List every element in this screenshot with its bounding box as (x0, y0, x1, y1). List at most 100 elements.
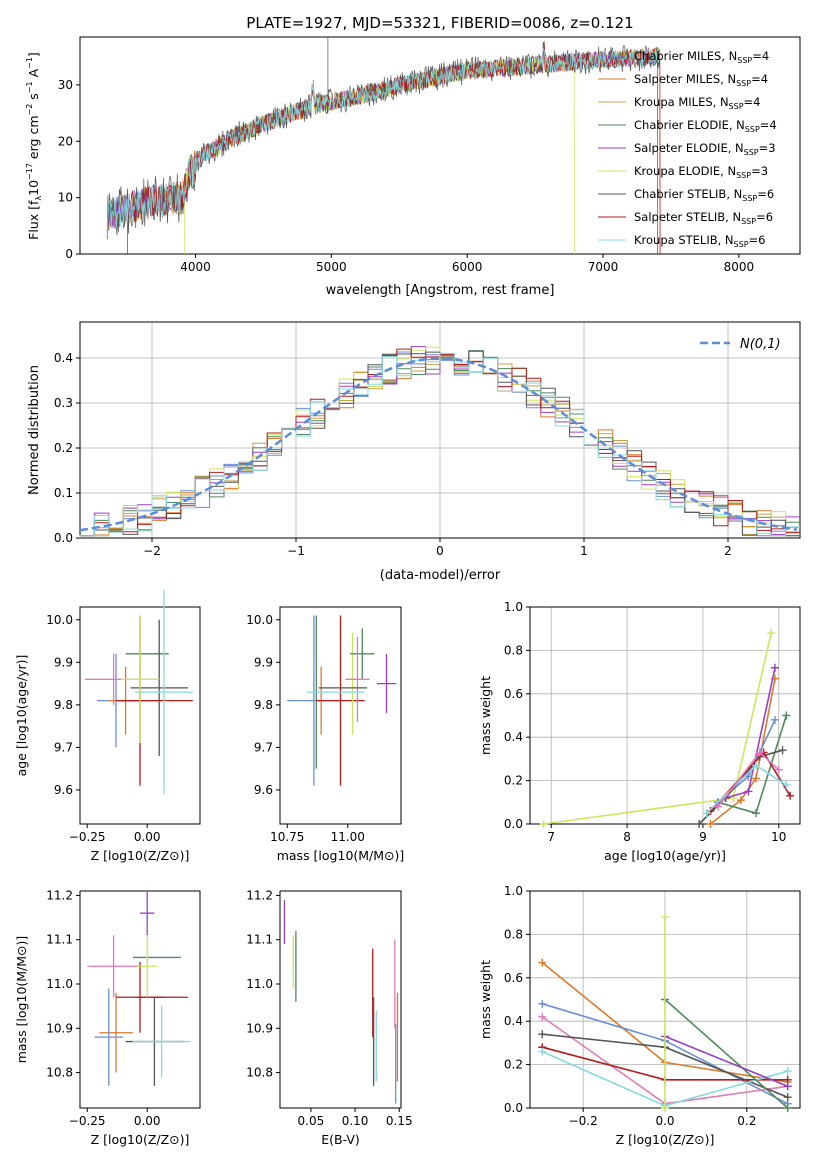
weight-marker (770, 715, 779, 724)
age-vs-Z-xlabel: Z [log10(Z/Z⊙)] (91, 848, 190, 863)
weight-marker (538, 1047, 547, 1056)
weight-marker (782, 780, 791, 789)
legend-entry: Kroupa MILES, NSSP=4 (634, 95, 760, 111)
y-tick-label: 10 (58, 191, 73, 205)
y-tick-label: 10.9 (46, 1021, 73, 1035)
errorbar-point (132, 1006, 191, 1077)
weight-marker (538, 1012, 547, 1021)
age-vs-mass-axes: 10.75 11.00 9.6 9.7 9.8 9.9 10.0 (246, 606, 402, 844)
mass-vs-Z-ylabel: mass [log10(M/M⊙)] (14, 936, 29, 1064)
x-tick-label: −0.2 (569, 1114, 598, 1128)
spectrum-line-salpeter-miles (106, 45, 661, 255)
y-tick-label: 10.9 (246, 1021, 273, 1035)
mass-vs-ebv-xlabel: E(B-V) (321, 1132, 360, 1147)
x-tick-label: 10.75 (270, 830, 304, 844)
hist-kroupa-stelib (79, 352, 800, 538)
weight-marker (702, 809, 711, 818)
y-tick-label: 20 (58, 134, 73, 148)
x-tick-label: −2 (143, 544, 161, 558)
errorbar-point (137, 935, 157, 998)
weight-marker (783, 1067, 792, 1076)
massweight-vs-Z-ylabel: mass weight (478, 960, 493, 1039)
weight-marker (783, 1104, 792, 1112)
age-vs-mass-xlabel: mass [log10(M/M⊙)] (277, 848, 405, 863)
y-tick-label: 1.0 (504, 600, 523, 614)
plot-frame (529, 606, 801, 825)
y-tick-label: 9.6 (254, 783, 273, 797)
y-tick-label: 0.6 (504, 971, 523, 985)
weight-marker (783, 1093, 792, 1102)
y-tick-label: 11.0 (46, 977, 73, 991)
x-tick-label: 7 (547, 830, 555, 844)
age-vs-Z-ylabel: age [log10(age/yr)] (14, 655, 29, 777)
y-tick-label: 9.8 (254, 698, 273, 712)
weight-marker (782, 711, 791, 720)
y-tick-label: 9.9 (254, 655, 273, 669)
y-tick-label: 0.3 (54, 396, 73, 410)
mass-vs-ebv-axes: 0.05 0.10 0.15 10.8 10.9 11.0 11.1 11.2 (246, 888, 412, 1128)
y-tick-label: 0.8 (504, 643, 523, 657)
legend-entry: Salpeter MILES, NSSP=4 (634, 72, 768, 88)
spectrum-line-chabrier-elodie (106, 41, 661, 232)
weight-marker (695, 820, 704, 828)
massweight-vs-age-axes: 7 8 9 10 0.0 0.2 0.4 0.6 0.8 1.0 (504, 600, 801, 844)
y-tick-label: 11.2 (246, 888, 273, 902)
x-tick-label: −0.25 (69, 830, 106, 844)
spectrum-line-kroupa-stelib (106, 46, 661, 231)
errorbar-point (135, 589, 193, 795)
normal-curve (79, 357, 798, 532)
y-tick-label: 0.4 (54, 351, 73, 365)
y-tick-label: 10.0 (246, 613, 273, 627)
y-tick-label: 0.0 (54, 531, 73, 545)
errorbar-point (87, 935, 140, 998)
plot-frame (79, 890, 201, 1109)
x-tick-label: 7000 (588, 260, 619, 274)
weight-line (664, 1035, 789, 1088)
x-tick-label: 1 (580, 544, 588, 558)
errorbar-point (120, 615, 160, 744)
errorbar-point (140, 891, 155, 936)
y-tick-label: 9.6 (54, 783, 73, 797)
x-tick-label: 8000 (724, 260, 755, 274)
legend-entry: Kroupa STELIB, NSSP=6 (634, 233, 765, 249)
spectrum-line-chabrier-miles (106, 42, 661, 232)
spectrum-xlabel: wavelength [Angstrom, rest frame] (326, 283, 555, 298)
x-tick-label: −1 (287, 544, 305, 558)
figure-title: PLATE=1927, MJD=53321, FIBERID=0086, z=0… (246, 14, 633, 32)
y-tick-label: 0.6 (504, 687, 523, 701)
hist-xlabel: (data-model)/error (380, 568, 501, 583)
errorbar-point (345, 636, 370, 722)
y-tick-label: 9.7 (254, 740, 273, 754)
weight-marker (744, 787, 753, 796)
y-tick-label: 9.9 (54, 655, 73, 669)
x-tick-label: 0.00 (134, 830, 161, 844)
x-tick-label: 8 (623, 830, 631, 844)
y-tick-label: 0.0 (504, 817, 523, 831)
plot-frame (279, 606, 402, 825)
legend-entry: Salpeter ELODIE, NSSP=3 (634, 141, 776, 157)
y-tick-label: 9.8 (54, 698, 73, 712)
weight-marker (661, 913, 669, 922)
y-tick-label: 1.0 (504, 884, 523, 898)
x-tick-label: 2 (724, 544, 732, 558)
x-tick-label: 0.15 (386, 1114, 413, 1128)
y-tick-label: 10.0 (46, 613, 73, 627)
hist-ylabel: Normed distribution (27, 365, 42, 495)
y-tick-label: 11.2 (46, 888, 73, 902)
weight-marker (752, 774, 761, 783)
weight-marker (538, 958, 547, 967)
weight-marker (786, 791, 795, 800)
y-tick-label: 0.1 (54, 486, 73, 500)
errorbar-point (99, 992, 133, 1073)
y-tick-label: 11.1 (46, 933, 73, 947)
y-tick-label: 11.1 (246, 933, 273, 947)
age-vs-Z-axes: −0.25 0.00 9.6 9.7 9.8 9.9 10.0 (46, 606, 201, 844)
y-tick-label: 30 (58, 78, 73, 92)
legend-entry: Chabrier ELODIE, NSSP=4 (634, 118, 777, 134)
spectrum-legend: Chabrier MILES, NSSP=4 Salpeter MILES, NS… (598, 49, 777, 249)
y-tick-label: 10.8 (46, 1066, 73, 1080)
x-tick-label: 4000 (180, 260, 211, 274)
x-tick-label: 5000 (316, 260, 347, 274)
y-tick-label: 0.0 (504, 1101, 523, 1115)
